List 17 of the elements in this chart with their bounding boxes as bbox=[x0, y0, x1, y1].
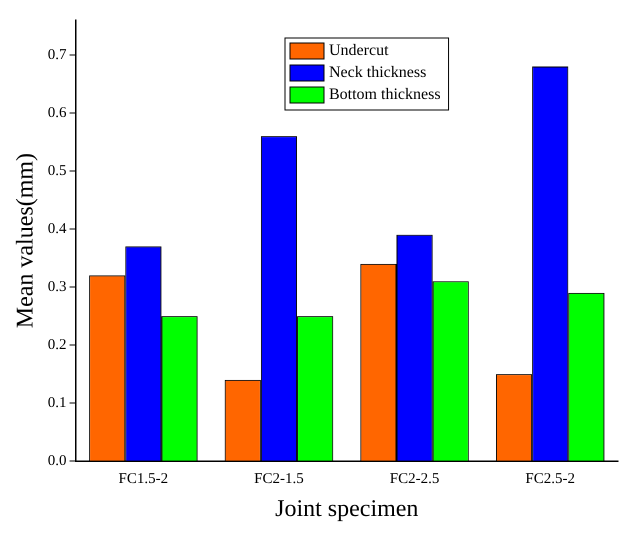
y-tick-label: 0.0 bbox=[48, 453, 67, 470]
legend-label: Undercut bbox=[329, 42, 390, 60]
x-axis-title: Joint specimen bbox=[275, 496, 418, 522]
x-tick-label: FC2.5-2 bbox=[525, 471, 575, 488]
y-axis-title: Mean values(mm) bbox=[12, 152, 39, 328]
x-tick-label: FC2-2.5 bbox=[390, 471, 440, 488]
y-tick-label: 0.2 bbox=[48, 337, 67, 354]
legend-label: Bottom thickness bbox=[329, 86, 441, 104]
y-tick-label: 0.1 bbox=[48, 395, 67, 412]
y-tick-label: 0.3 bbox=[48, 278, 67, 295]
y-tick-label: 0.5 bbox=[48, 162, 67, 179]
y-tick-label: 0.7 bbox=[48, 46, 68, 63]
y-tick-label: 0.4 bbox=[48, 220, 68, 237]
y-tick-label: 0.6 bbox=[48, 104, 68, 121]
legend-label: Neck thickness bbox=[329, 64, 426, 82]
x-tick-label: FC1.5-2 bbox=[118, 471, 168, 488]
x-tick-label: FC2-1.5 bbox=[254, 471, 304, 488]
